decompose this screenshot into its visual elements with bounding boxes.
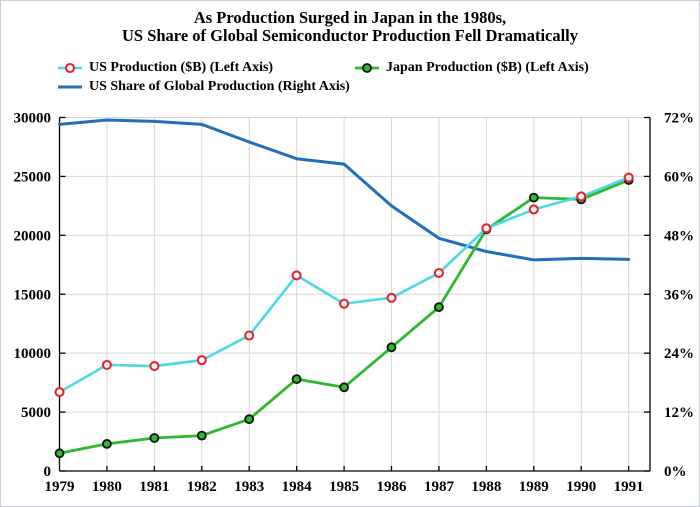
right-axis-tick-label: 12% xyxy=(664,405,694,421)
legend-label-us-production: US Production ($B) (Left Axis) xyxy=(89,60,274,75)
right-axis-tick-label: 60% xyxy=(664,169,694,185)
series-line-us-share xyxy=(58,118,631,262)
x-axis-tick-label: 1990 xyxy=(566,479,596,495)
series-marker-us-production xyxy=(481,223,492,234)
right-axis-tick-label: 72% xyxy=(664,111,694,127)
x-axis-tick-label: 1983 xyxy=(234,479,264,495)
series-marker-us-production xyxy=(339,298,350,309)
left-axis-tick-label: 20000 xyxy=(14,228,52,244)
chart-title: As Production Surged in Japan in the 198… xyxy=(1,9,699,44)
left-axis-tick-label: 10000 xyxy=(14,346,52,362)
x-axis-tick-label: 1979 xyxy=(45,479,75,495)
series-marker-us-production xyxy=(54,387,65,398)
legend-swatch-circle-icon xyxy=(64,62,76,74)
series-marker-us-production xyxy=(623,172,634,183)
series-marker-japan-production xyxy=(386,342,397,353)
left-axis-tick-label: 5000 xyxy=(21,405,51,421)
left-axis-tick-label: 0 xyxy=(44,464,52,480)
series-marker-japan-production xyxy=(339,382,350,393)
left-axis-tick-label: 15000 xyxy=(14,287,52,303)
left-axis-tick-label: 25000 xyxy=(14,169,52,185)
series-marker-japan-production xyxy=(291,374,302,385)
x-axis-tick-label: 1987 xyxy=(424,479,455,495)
x-axis-tick-label: 1988 xyxy=(471,479,501,495)
x-axis-tick-label: 1981 xyxy=(139,479,169,495)
series-marker-us-production xyxy=(433,267,444,279)
series-marker-us-production xyxy=(196,355,207,366)
series-marker-japan-production xyxy=(102,438,112,449)
series-marker-japan-production xyxy=(244,414,255,425)
series-marker-us-production xyxy=(149,361,160,372)
right-axis-tick-label: 0% xyxy=(664,464,687,480)
series-marker-japan-production xyxy=(54,448,65,459)
chart-title-line-1: As Production Surged in Japan in the 198… xyxy=(193,8,507,27)
legend-swatch-circle-icon xyxy=(362,63,372,73)
right-axis-tick-label: 36% xyxy=(664,287,694,303)
x-axis-tick-label: 1984 xyxy=(282,479,313,495)
japan-production-line-marker-icon xyxy=(355,63,379,73)
right-axis-tick-label: 48% xyxy=(664,228,694,244)
series-marker-us-production xyxy=(528,204,539,215)
legend-label-japan-production: Japan Production ($B) (Left Axis) xyxy=(386,60,589,75)
legend-item-us-production: US Production ($B) (Left Axis) xyxy=(57,60,273,76)
series-marker-japan-production xyxy=(196,430,207,441)
x-axis-tick-label: 1985 xyxy=(329,479,359,495)
legend-item-us-share: US Share of Global Production (Right Axi… xyxy=(57,79,350,95)
chart-title-line-2: US Share of Global Semiconductor Product… xyxy=(121,25,579,45)
series-marker-us-production xyxy=(291,270,302,281)
series-marker-us-production xyxy=(244,330,255,341)
series-marker-us-production xyxy=(101,359,112,370)
series-marker-us-production xyxy=(576,191,587,202)
series-marker-japan-production xyxy=(528,192,539,203)
x-axis-tick-label: 1982 xyxy=(187,479,217,495)
series-marker-japan-production xyxy=(433,302,444,313)
right-axis-tick-label: 24% xyxy=(664,346,694,362)
us-production-line-marker-icon xyxy=(58,62,82,74)
series-marker-japan-production xyxy=(149,433,160,443)
left-axis-tick-label: 30000 xyxy=(14,111,52,127)
legend-item-japan-production: Japan Production ($B) (Left Axis) xyxy=(354,60,589,76)
x-axis-tick-label: 1980 xyxy=(92,479,122,495)
us-share-line-icon xyxy=(58,85,82,89)
x-axis-tick-label: 1991 xyxy=(614,479,644,495)
series-marker-us-production xyxy=(386,292,397,303)
x-axis-tick-label: 1989 xyxy=(519,479,549,495)
x-axis-tick-label: 1986 xyxy=(377,479,408,495)
legend-label-us-share: US Share of Global Production (Right Axi… xyxy=(89,79,350,94)
